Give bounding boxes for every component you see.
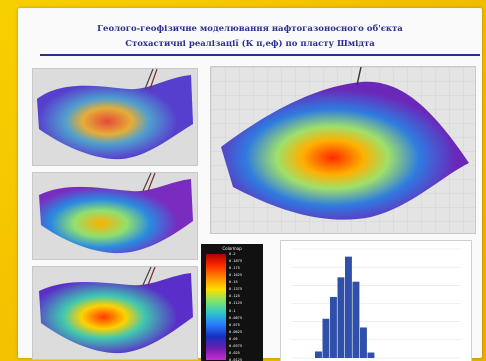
legend-tick-label: 0.1875	[229, 259, 242, 263]
legend-tick-label: 0.0625	[229, 330, 242, 334]
histogram-bar	[315, 351, 322, 358]
surface-render-1	[33, 69, 197, 165]
legend-tick-label: 0.2	[229, 252, 236, 256]
histogram-chart	[280, 240, 472, 361]
realization-view-2[interactable]	[32, 172, 198, 260]
legend-tick-label: 0.025	[229, 351, 240, 355]
legend-title: Colormap	[201, 246, 263, 251]
surface-render-2	[33, 173, 197, 259]
surface-render-3	[33, 267, 197, 359]
colormap-bar	[206, 254, 226, 360]
legend-tick-label: 0.1	[229, 309, 236, 313]
legend-tick-label: 0.125	[229, 294, 240, 298]
legend-tick-label: 0.0375	[229, 344, 242, 348]
slide-subtitle: Стохастичні реалізації (К п,еф) по пласт…	[18, 39, 482, 49]
legend-tick-label: 0.1125	[229, 301, 242, 305]
histogram-svg	[281, 241, 471, 361]
legend-tick-label: 0.175	[229, 266, 240, 270]
realization-view-3[interactable]	[32, 266, 198, 360]
histogram-bar	[338, 277, 345, 358]
histogram-bar	[323, 319, 330, 358]
surface-render-main	[211, 67, 475, 233]
histogram-bar	[360, 327, 367, 358]
histogram-bar	[330, 297, 337, 358]
histogram-bar	[345, 257, 352, 358]
realization-view-main[interactable]	[210, 66, 476, 234]
legend-tick-label: 0.0875	[229, 316, 242, 320]
legend-tick-label: 0.05	[229, 337, 238, 341]
legend-tick-label: 0.15	[229, 280, 238, 284]
histogram-bar	[353, 282, 360, 358]
histogram-bar	[368, 353, 375, 358]
slide-title: Геолого-геофізичне моделювання нафтогазо…	[18, 24, 482, 34]
title-divider	[40, 54, 480, 56]
colormap-legend: Colormap 0.2 0.1875 0.175 0.1625 0.15 0.1375 0…	[201, 244, 263, 361]
legend-tick-label: 0.075	[229, 323, 240, 327]
legend-tick-label: 0.1375	[229, 287, 242, 291]
realization-view-1[interactable]	[32, 68, 198, 166]
legend-tick-label: 0.1625	[229, 273, 242, 277]
